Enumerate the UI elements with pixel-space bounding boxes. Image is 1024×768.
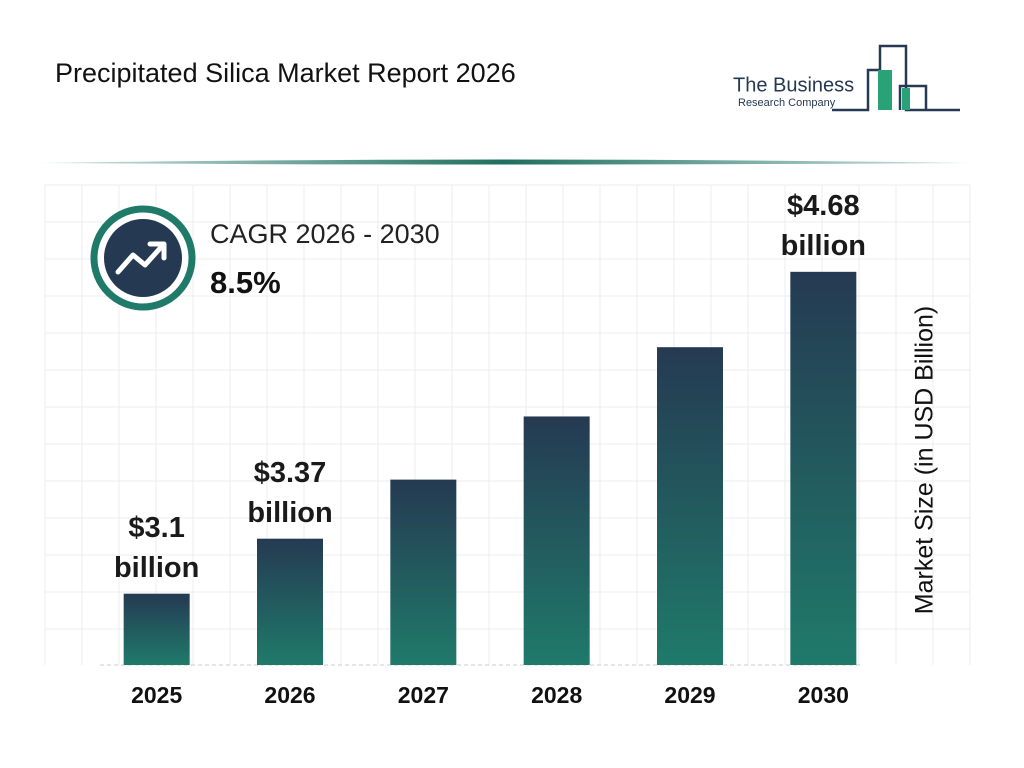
logo-line2: Research Company bbox=[738, 97, 836, 109]
annotation-value: 8.5% bbox=[210, 265, 281, 300]
x-tick-label: 2025 bbox=[131, 682, 182, 708]
chart-title: Precipitated Silica Market Report 2026 bbox=[55, 58, 516, 88]
annotation-title: CAGR 2026 - 2030 bbox=[210, 219, 440, 249]
grid bbox=[44, 184, 971, 665]
value-label: $3.1 billion bbox=[113, 511, 200, 584]
bar bbox=[790, 271, 857, 665]
bar bbox=[390, 479, 457, 665]
bar bbox=[123, 593, 190, 665]
value-label: $4.68 billion bbox=[780, 189, 867, 262]
x-tick-label: 2028 bbox=[531, 682, 582, 708]
x-tick-label: 2027 bbox=[398, 682, 449, 708]
bar bbox=[257, 538, 323, 665]
y-axis-label: Market Size (in USD Billion) bbox=[911, 306, 939, 614]
separator bbox=[40, 159, 970, 165]
bar bbox=[523, 416, 590, 665]
logo-line1: The Business bbox=[733, 74, 854, 96]
cagr-badge bbox=[90, 205, 196, 311]
x-tick-label: 2029 bbox=[664, 682, 715, 708]
x-tick-label: 2030 bbox=[798, 682, 849, 708]
value-label: $3.37 billion bbox=[247, 456, 333, 529]
logo: The Business Research Company bbox=[733, 44, 960, 112]
bar bbox=[657, 347, 723, 665]
x-tick-label: 2026 bbox=[264, 682, 315, 708]
